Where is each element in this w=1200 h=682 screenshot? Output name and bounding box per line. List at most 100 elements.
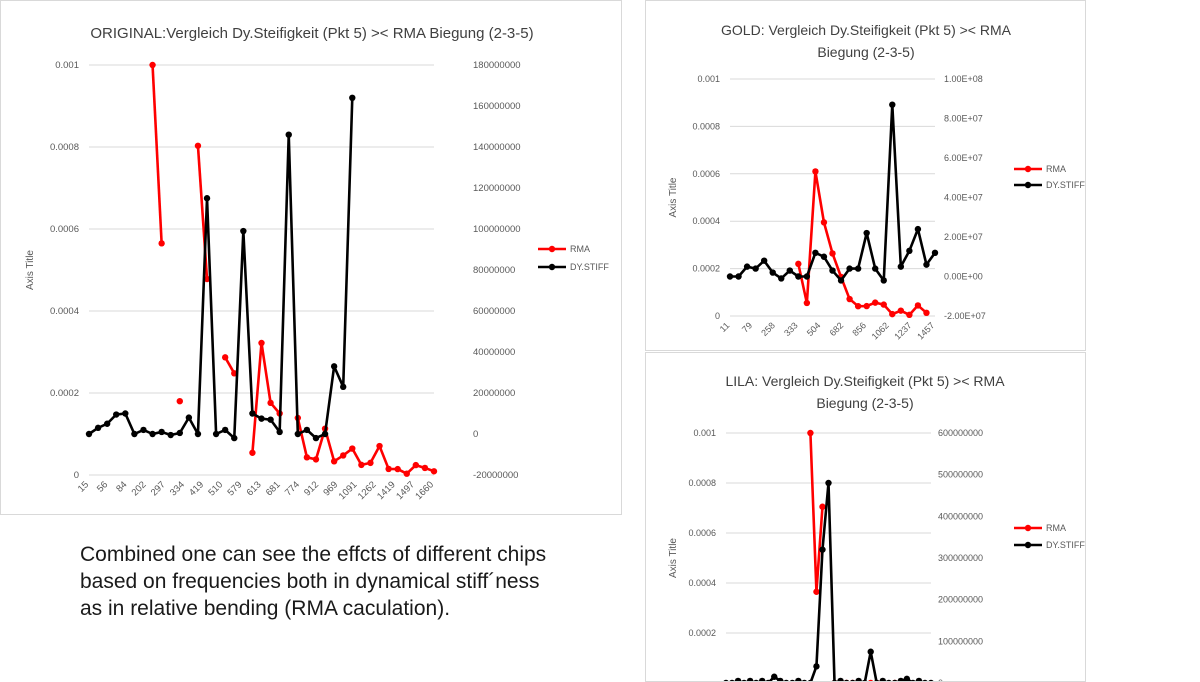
original-legend-label: RMA xyxy=(570,244,590,254)
gold-y-tick-label: 0.001 xyxy=(697,74,720,84)
original-x-tick-label: 56 xyxy=(95,479,110,494)
gold-data-point xyxy=(829,250,836,257)
original-series-line xyxy=(151,64,163,244)
gold-x-tick-label: 1457 xyxy=(915,320,936,341)
gold-series-dy-stiff xyxy=(726,101,939,284)
original-data-point xyxy=(103,420,111,427)
original-data-point xyxy=(285,131,292,138)
original-data-point xyxy=(158,428,165,436)
original-data-point xyxy=(276,428,283,436)
lila-title: Biegung (2-3-5) xyxy=(816,395,913,411)
lila-legend-label: DY.STIFF xyxy=(1046,540,1085,550)
lila-y-tick-label: 0.0006 xyxy=(688,528,716,538)
original-title: ORIGINAL:Vergleich Dy.Steifigkeit (Pkt 5… xyxy=(90,25,533,42)
gold-title: Biegung (2-3-5) xyxy=(817,44,914,60)
original-y2-tick-label: 160000000 xyxy=(473,101,521,112)
original-x-tick-label: 579 xyxy=(225,479,244,498)
gold-data-point xyxy=(923,309,930,317)
gold-data-point xyxy=(906,311,913,319)
original-x-tick-label: 613 xyxy=(245,479,264,498)
gold-series-line xyxy=(797,170,928,317)
original-y2-tick-label: -20000000 xyxy=(473,470,518,481)
lila-legend-marker xyxy=(1024,541,1032,549)
chart-lila: LILA: Vergleich Dy.Steifigkeit (Pkt 5) >… xyxy=(645,352,1086,682)
original-legend-marker xyxy=(548,263,556,271)
gold-data-point xyxy=(854,302,862,310)
original-y-tick-label: 0.0006 xyxy=(50,224,79,235)
original-data-point xyxy=(249,449,256,456)
original-data-point xyxy=(249,410,256,417)
original-data-point xyxy=(267,399,274,407)
gold-data-point xyxy=(795,260,802,268)
lila-data-point xyxy=(855,677,862,681)
original-data-point xyxy=(203,195,211,202)
original-x-tick-label: 1497 xyxy=(394,479,417,502)
lila-data-point xyxy=(903,675,911,681)
original-x-tick-label: 912 xyxy=(302,479,321,498)
gold-data-point xyxy=(906,247,913,255)
lila-y2-tick-label: 200000000 xyxy=(938,595,983,605)
gold-data-point xyxy=(846,295,853,303)
original-data-point xyxy=(85,430,93,438)
original-data-point xyxy=(258,339,265,347)
original-legend-marker xyxy=(548,245,556,253)
original-data-point xyxy=(221,426,229,434)
lila-data-point xyxy=(734,677,742,681)
gold-data-point xyxy=(803,273,811,280)
lila-data-point xyxy=(867,648,874,655)
lila-y2-tick-label: 300000000 xyxy=(938,553,983,563)
original-y-tick-label: 0.001 xyxy=(55,60,79,71)
gold-data-point xyxy=(837,277,845,284)
gold-y2-tick-label: 6.00E+07 xyxy=(944,153,983,163)
gold-data-point xyxy=(897,263,905,270)
lila-title: LILA: Vergleich Dy.Steifigkeit (Pkt 5) >… xyxy=(725,373,1005,389)
gold-x-tick-label: 79 xyxy=(740,320,754,334)
gold-data-point xyxy=(854,265,862,272)
original-data-point xyxy=(113,411,120,418)
gold-x-tick-label: 682 xyxy=(828,320,846,338)
original-series-dy-stiff xyxy=(85,94,356,442)
gold-data-point xyxy=(914,302,922,309)
original-data-point xyxy=(194,430,202,438)
original-x-tick-label: 774 xyxy=(283,479,302,498)
gold-y2-tick-label: 0.00E+00 xyxy=(944,272,983,282)
gold-title: GOLD: Vergleich Dy.Steifigkeit (Pkt 5) >… xyxy=(721,22,1012,38)
original-data-point xyxy=(349,445,356,452)
lila-legend-marker xyxy=(1024,524,1032,532)
original-y2-tick-label: 140000000 xyxy=(473,142,521,153)
original-x-tick-label: 1419 xyxy=(375,479,398,502)
original-data-point xyxy=(412,461,420,469)
original-y-tick-label: 0.0004 xyxy=(50,306,79,317)
lila-y-tick-label: 0.0008 xyxy=(688,478,716,488)
lila-data-point xyxy=(879,677,886,681)
lila-data-point xyxy=(819,503,826,510)
gold-data-point xyxy=(803,299,811,307)
chart-gold-svg: GOLD: Vergleich Dy.Steifigkeit (Pkt 5) >… xyxy=(668,22,1085,342)
original-data-point xyxy=(421,464,429,472)
original-data-point xyxy=(303,454,311,461)
original-data-point xyxy=(167,431,174,439)
gold-y2-tick-label: 8.00E+07 xyxy=(944,114,983,124)
gold-data-point xyxy=(863,229,870,237)
lila-data-point xyxy=(819,546,826,553)
original-x-tick-label: 84 xyxy=(114,479,129,494)
original-data-point xyxy=(312,434,320,442)
caption-line-3: as in relative bending (RMA caculation). xyxy=(80,597,451,620)
gold-legend-label: RMA xyxy=(1046,164,1066,174)
original-y2-tick-label: 120000000 xyxy=(473,183,521,194)
original-y2-tick-label: 40000000 xyxy=(473,347,515,358)
lila-data-point xyxy=(813,663,820,670)
gold-data-point xyxy=(889,310,896,318)
gold-data-point xyxy=(914,225,922,233)
gold-y-tick-label: 0.0004 xyxy=(692,216,720,226)
original-data-point xyxy=(394,465,401,473)
caption-line-1: Combined one can see the effcts of diffe… xyxy=(80,543,547,566)
gold-x-tick-label: 333 xyxy=(782,320,800,338)
original-data-point xyxy=(312,456,320,463)
caption-line-2: based on frequencies both in dynamical s… xyxy=(80,570,540,593)
lila-y2-tick-label: 0 xyxy=(938,678,943,682)
gold-data-point xyxy=(812,168,819,175)
original-data-point xyxy=(340,383,347,391)
original-data-point xyxy=(340,452,347,459)
gold-y-tick-label: 0 xyxy=(715,311,720,321)
